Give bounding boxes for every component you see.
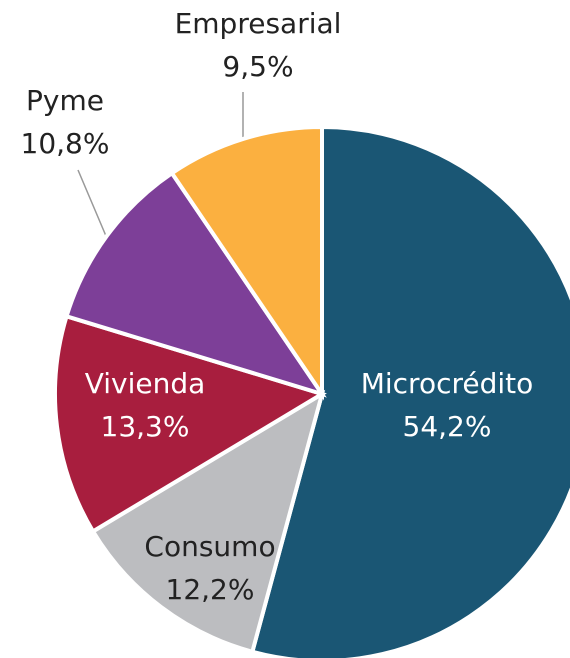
slice-label: Microcrédito: [361, 367, 534, 400]
value-label: 54,2%: [403, 410, 492, 443]
slice-label: Pyme: [26, 84, 104, 117]
pie-slice: [169, 124, 324, 401]
pie-slice: [53, 313, 327, 535]
slice-label: Empresarial: [175, 7, 342, 40]
pie-slice: [90, 389, 326, 655]
value-label: 9,5%: [222, 50, 293, 83]
value-label: 12,2%: [166, 573, 255, 606]
pie-slice: [64, 170, 327, 398]
value-label: 10,8%: [21, 127, 110, 160]
slice-label: Vivienda: [85, 367, 206, 400]
slice-label: Consumo: [144, 530, 275, 563]
pie-slice: [249, 124, 570, 658]
value-label: 13,3%: [101, 410, 190, 443]
leader-line: [77, 169, 107, 237]
